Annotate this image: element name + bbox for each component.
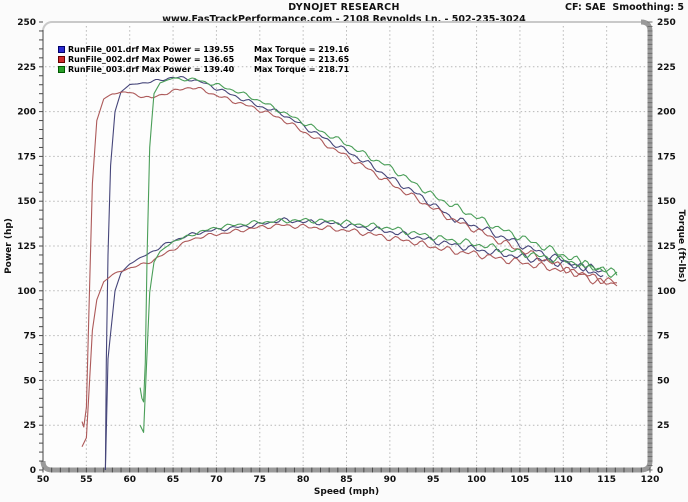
torque-tick-label: 225 — [657, 63, 676, 73]
shop-info-subtitle: www.FasTrackPerformance.com - 2108 Reyno… — [162, 14, 526, 25]
x-tick-label: 80 — [297, 475, 310, 485]
axis-bars — [40, 19, 653, 473]
x-tick-label: 65 — [167, 475, 180, 485]
torque-tick-label: 200 — [657, 108, 676, 118]
x-tick-label: 95 — [427, 475, 440, 485]
run2-color-swatch-icon — [58, 55, 65, 63]
run-curves — [81, 75, 618, 471]
legend-row-run3: RunFile_003.drf Max Power = 139.40 Max T… — [58, 64, 349, 74]
power-tick-label: 50 — [23, 376, 36, 386]
power-tick-label: 150 — [17, 197, 36, 207]
x-tick-label: 90 — [384, 475, 397, 485]
x-tick-label: 55 — [80, 475, 93, 485]
curve-runfile-002-torque — [81, 87, 618, 428]
x-tick-label: 70 — [210, 475, 223, 485]
run3-color-swatch-icon — [58, 65, 65, 73]
torque-tick-label: 250 — [657, 18, 676, 28]
torque-tick-label: 25 — [657, 421, 670, 431]
right-tick-marks — [647, 21, 653, 471]
power-tick-label: 250 — [17, 18, 36, 28]
x-tick-label: 105 — [511, 475, 530, 485]
power-tick-label: 75 — [23, 332, 36, 342]
power-tick-label: 225 — [17, 63, 36, 73]
page-title: DYNOJET RESEARCH — [288, 2, 400, 13]
run2-max-power-label: RunFile_002.drf Max Power = 136.65 — [68, 54, 235, 64]
torque-tick-label: 75 — [657, 332, 670, 342]
right-axis-title: Torque (ft-lbs) — [676, 210, 686, 283]
x-tick-label: 85 — [340, 475, 353, 485]
torque-tick-label: 0 — [657, 466, 663, 476]
tick-marks — [39, 21, 651, 473]
power-tick-label: 200 — [17, 108, 36, 118]
run3-max-power-label: RunFile_003.drf Max Power = 139.40 — [68, 64, 235, 74]
x-tick-label: 60 — [123, 475, 136, 485]
x-tick-label: 115 — [597, 475, 616, 485]
x-tick-label: 100 — [467, 475, 486, 485]
run-legend: RunFile_001.drf Max Power = 139.55 Max T… — [58, 44, 349, 74]
torque-tick-label: 100 — [657, 287, 676, 297]
x-tick-label: 120 — [641, 475, 660, 485]
curve-runfile-001-torque — [104, 75, 604, 471]
curve-runfile-003-power — [139, 217, 618, 433]
run1-max-torque-label: Max Torque = 219.16 — [254, 44, 350, 54]
x-tick-label: 110 — [554, 475, 573, 485]
curve-runfile-003-torque — [139, 77, 618, 403]
run1-max-power-label: RunFile_001.drf Max Power = 139.55 — [68, 44, 235, 54]
x-tick-label: 75 — [254, 475, 267, 485]
torque-tick-label: 50 — [657, 376, 670, 386]
torque-tick-label: 150 — [657, 197, 676, 207]
x-axis-title: Speed (mph) — [314, 487, 379, 497]
run2-max-torque-label: Max Torque = 213.65 — [254, 54, 350, 64]
run1-color-swatch-icon — [58, 45, 65, 53]
power-tick-label: 0 — [30, 466, 36, 476]
x-tick-label: 50 — [37, 475, 50, 485]
power-tick-label: 25 — [23, 421, 36, 431]
power-tick-label: 100 — [17, 287, 36, 297]
left-axis-title: Power (hp) — [4, 218, 14, 274]
legend-row-run2: RunFile_002.drf Max Power = 136.65 Max T… — [58, 54, 349, 64]
legend-row-run1: RunFile_001.drf Max Power = 139.55 Max T… — [58, 44, 349, 54]
plot-area — [43, 22, 650, 470]
power-tick-label: 175 — [17, 152, 36, 162]
correction-smoothing-info: CF: SAE Smoothing: 5 — [565, 2, 684, 13]
torque-tick-label: 125 — [657, 242, 676, 252]
run3-max-torque-label: Max Torque = 218.71 — [254, 64, 350, 74]
curve-runfile-002-power — [81, 223, 617, 447]
torque-tick-label: 175 — [657, 152, 676, 162]
axis-titles: Speed (mph) Power (hp) Torque (ft-lbs) — [4, 210, 686, 497]
power-tick-label: 125 — [17, 242, 36, 252]
